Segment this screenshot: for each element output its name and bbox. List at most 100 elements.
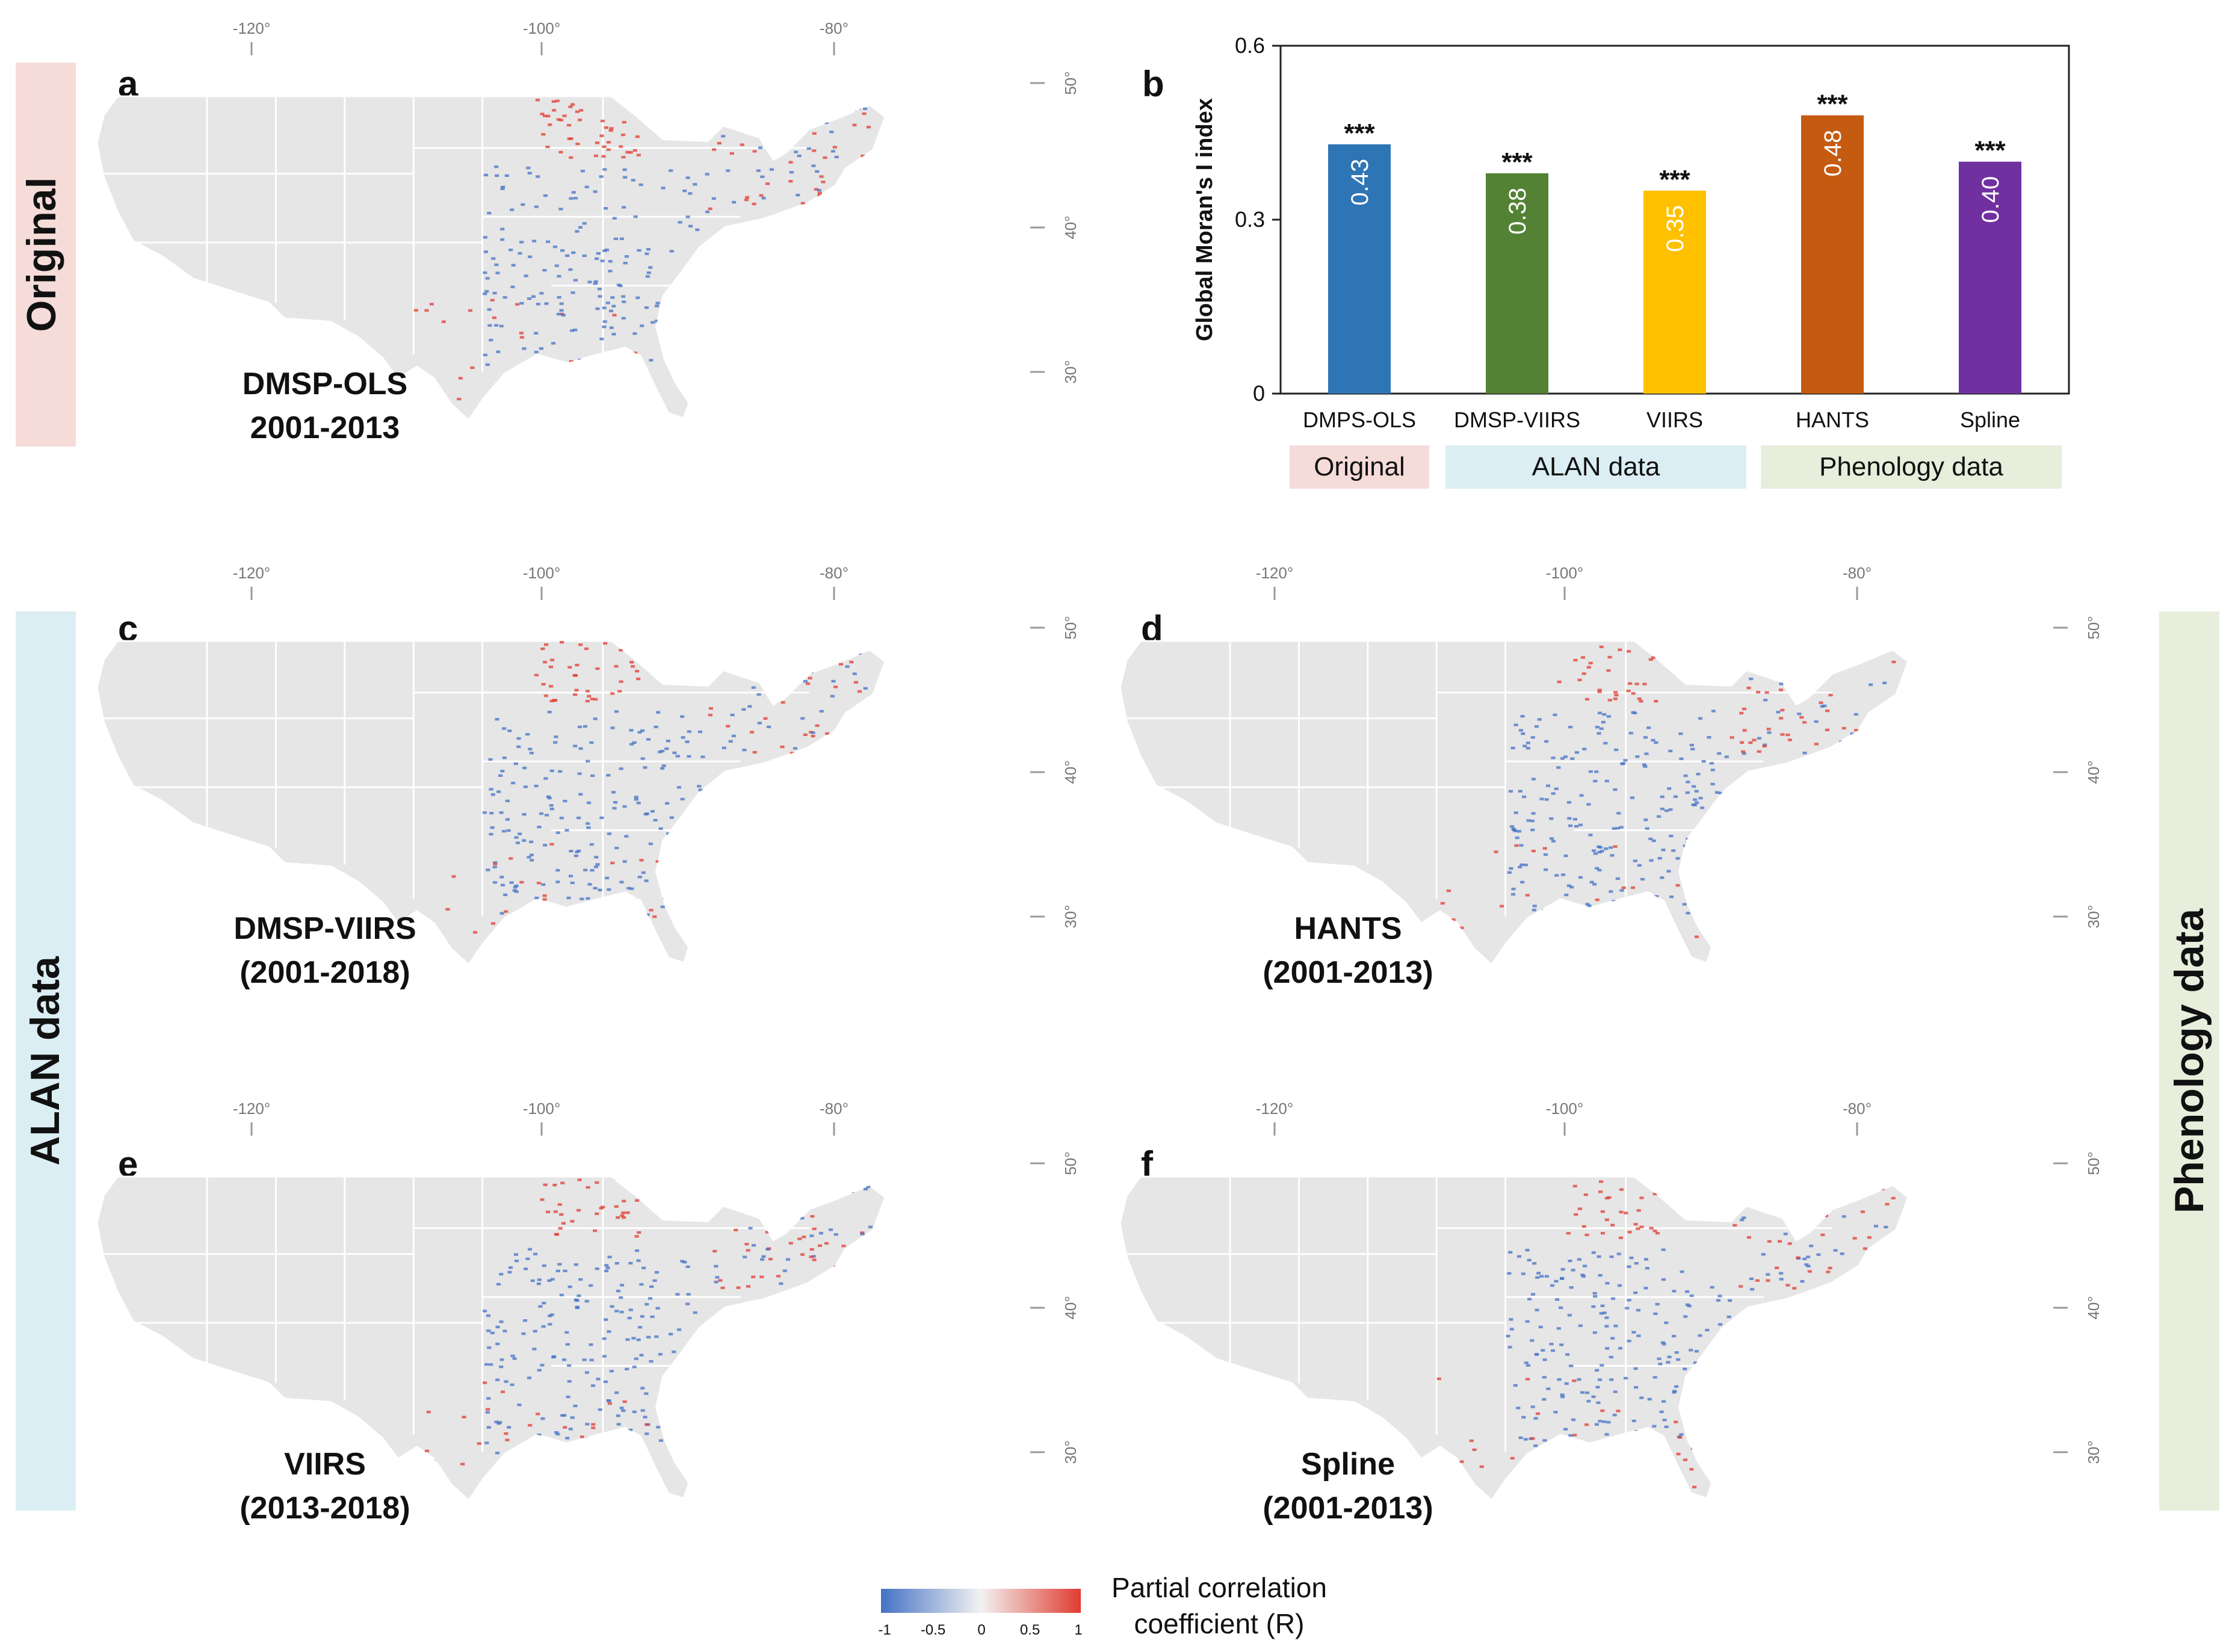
correlation-pixel: [572, 376, 577, 379]
correlation-pixel: [585, 1423, 590, 1426]
correlation-pixel: [1459, 1460, 1464, 1463]
correlation-pixel: [866, 126, 871, 129]
correlation-pixel: [788, 179, 793, 183]
correlation-pixel: [1710, 1285, 1714, 1289]
correlation-pixel: [578, 747, 583, 750]
us-map: [96, 95, 886, 421]
lat-tick-label: 50°: [1062, 71, 1080, 94]
phenology-band-label: Phenology data: [2166, 908, 2212, 1213]
correlation-pixel: [570, 103, 575, 106]
correlation-pixel: [1545, 1450, 1551, 1453]
correlation-pixel: [571, 191, 576, 194]
correlation-pixel: [602, 168, 607, 171]
correlation-pixel: [1652, 1230, 1657, 1233]
correlation-pixel: [622, 120, 626, 124]
color-legend: -1 -0.5 0 0.5 1 Partial correlation coeffici…: [878, 1572, 1327, 1639]
correlation-pixel: [595, 1212, 599, 1215]
correlation-pixel: [1627, 1474, 1632, 1477]
correlation-pixel: [510, 1354, 515, 1358]
correlation-pixel: [1678, 1436, 1683, 1439]
correlation-pixel: [519, 332, 524, 335]
correlation-pixel: [832, 658, 836, 661]
correlation-pixel: [624, 835, 629, 838]
correlation-pixel: [563, 1269, 567, 1272]
correlation-pixel: [1784, 656, 1789, 659]
lat-tick-label: 40°: [2085, 760, 2103, 784]
correlation-pixel: [551, 1356, 556, 1359]
correlation-pixel: [602, 1355, 607, 1358]
map-title-c: DMSP-VIIRS: [233, 911, 416, 946]
correlation-pixel: [1560, 1393, 1565, 1396]
correlation-pixel: [1742, 752, 1746, 755]
correlation-pixel: [551, 100, 556, 103]
correlation-pixel: [1554, 874, 1559, 877]
correlation-pixel: [1592, 1292, 1597, 1295]
correlation-pixel: [621, 368, 626, 371]
correlation-pixel: [1675, 883, 1680, 887]
correlation-pixel: [1508, 790, 1513, 793]
correlation-pixel: [1629, 1256, 1634, 1260]
correlation-pixel: [1685, 791, 1690, 794]
correlation-pixel: [645, 275, 650, 278]
correlation-pixel: [473, 931, 478, 934]
correlation-pixel: [841, 1245, 846, 1248]
correlation-pixel: [522, 839, 527, 842]
correlation-pixel: [595, 141, 600, 144]
correlation-pixel: [586, 1480, 590, 1483]
correlation-pixel: [1578, 823, 1583, 826]
correlation-pixel: [519, 336, 524, 339]
correlation-pixel: [483, 236, 487, 239]
correlation-pixel: [1724, 855, 1729, 858]
correlation-pixel: [1776, 1190, 1781, 1193]
correlation-pixel: [1568, 1364, 1574, 1367]
correlation-pixel: [635, 296, 640, 299]
significance-label: ***: [1344, 119, 1375, 148]
correlation-pixel: [1672, 1290, 1677, 1293]
correlation-pixel: [510, 285, 515, 288]
correlation-pixel: [1609, 1378, 1614, 1381]
correlation-pixel: [1669, 895, 1674, 899]
correlation-pixel: [1694, 862, 1699, 865]
correlation-pixel: [1459, 926, 1464, 929]
correlation-pixel: [1518, 865, 1522, 868]
correlation-pixel: [781, 701, 785, 704]
correlation-pixel: [678, 1371, 683, 1374]
correlation-pixel: [800, 661, 805, 664]
correlation-pixel: [595, 667, 600, 670]
correlation-pixel: [752, 150, 757, 153]
correlation-pixel: [549, 804, 554, 807]
correlation-pixel: [543, 694, 548, 698]
correlation-pixel: [534, 205, 539, 208]
correlation-pixel: [573, 1404, 578, 1408]
correlation-pixel: [599, 175, 604, 178]
correlation-pixel: [697, 785, 702, 788]
correlation-pixel: [758, 146, 763, 149]
correlation-pixel: [1621, 762, 1626, 765]
correlation-pixel: [678, 221, 682, 224]
correlation-pixel: [505, 818, 510, 821]
correlation-pixel: [722, 1199, 727, 1202]
correlation-pixel: [500, 187, 505, 190]
correlation-pixel: [1617, 1284, 1622, 1287]
correlation-pixel: [519, 302, 524, 305]
correlation-pixel: [1610, 854, 1615, 857]
correlation-pixel: [1568, 725, 1573, 729]
correlation-pixel: [589, 741, 594, 744]
correlation-pixel: [632, 1366, 637, 1369]
correlation-pixel: [1728, 1356, 1733, 1359]
correlation-pixel: [495, 1325, 500, 1329]
correlation-pixel: [1695, 801, 1699, 804]
correlation-pixel: [1763, 699, 1768, 702]
correlation-pixel: [553, 1210, 558, 1213]
correlation-pixel: [1594, 1423, 1600, 1426]
correlation-pixel: [1507, 1346, 1512, 1349]
correlation-pixel: [1542, 1398, 1547, 1401]
correlation-pixel: [592, 373, 597, 377]
correlation-pixel: [676, 1328, 682, 1331]
correlation-pixel: [1663, 1466, 1668, 1470]
correlation-pixel: [512, 1357, 517, 1360]
correlation-pixel: [1627, 650, 1631, 653]
correlation-pixel: [660, 750, 665, 753]
correlation-pixel: [1597, 850, 1602, 854]
correlation-pixel: [577, 1294, 581, 1298]
